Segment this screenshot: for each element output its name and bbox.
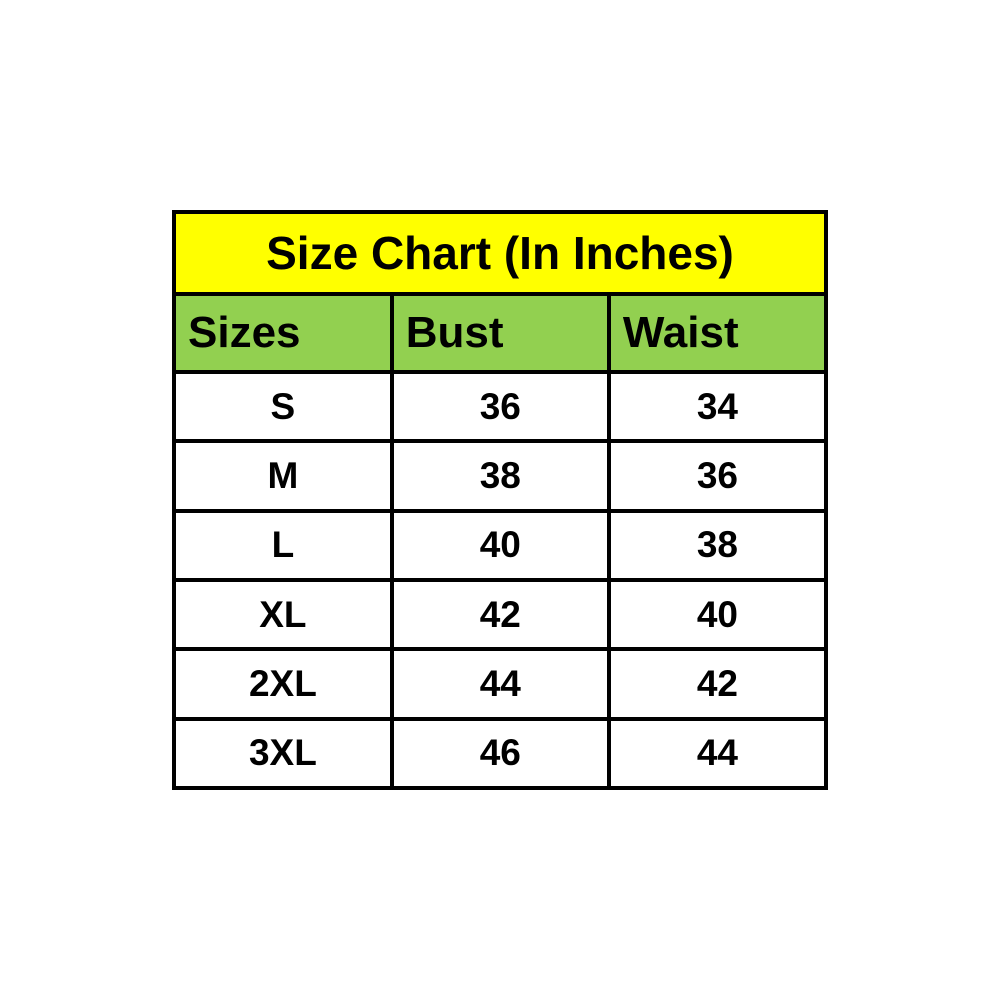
table-cell-waist: 40 bbox=[606, 577, 829, 652]
table-cell-sizes: 2XL bbox=[172, 647, 394, 721]
table-cell-bust: 38 bbox=[389, 439, 611, 513]
table-cell-sizes: M bbox=[172, 439, 394, 513]
table-cell-bust: 42 bbox=[389, 577, 611, 652]
table-row: S 36 34 bbox=[172, 369, 829, 444]
table-cell-sizes: 3XL bbox=[172, 716, 394, 791]
size-chart-container: Size Chart (In Inches) Sizes Bust Waist … bbox=[172, 210, 829, 791]
table-row: M 38 36 bbox=[172, 439, 829, 513]
table-body: S 36 34 M 38 36 L 40 38 XL 42 40 2XL 44 42 3XL 46 44 bbox=[172, 369, 829, 791]
table-cell-waist: 38 bbox=[606, 508, 829, 582]
size-chart-table: Size Chart (In Inches) Sizes Bust Waist … bbox=[172, 210, 829, 791]
table-cell-sizes: XL bbox=[172, 577, 394, 652]
table-cell-bust: 46 bbox=[389, 716, 611, 791]
table-cell-waist: 44 bbox=[606, 716, 829, 791]
table-cell-sizes: S bbox=[172, 369, 394, 444]
column-header-bust: Bust bbox=[389, 292, 611, 374]
table-row: 2XL 44 42 bbox=[172, 647, 829, 721]
table-cell-waist: 34 bbox=[606, 369, 829, 444]
table-row: XL 42 40 bbox=[172, 577, 829, 652]
table-cell-bust: 44 bbox=[389, 647, 611, 721]
title-row: Size Chart (In Inches) bbox=[172, 210, 828, 296]
table-cell-sizes: L bbox=[172, 508, 394, 582]
header-row: Sizes Bust Waist bbox=[172, 292, 829, 374]
table-cell-waist: 36 bbox=[606, 439, 829, 513]
table-row: L 40 38 bbox=[172, 508, 829, 582]
table-cell-waist: 42 bbox=[606, 647, 829, 721]
table-cell-bust: 40 bbox=[389, 508, 611, 582]
table-title: Size Chart (In Inches) bbox=[172, 210, 828, 296]
column-header-sizes: Sizes bbox=[172, 292, 394, 374]
column-header-waist: Waist bbox=[606, 292, 829, 374]
table-cell-bust: 36 bbox=[389, 369, 611, 444]
table-row: 3XL 46 44 bbox=[172, 716, 829, 791]
